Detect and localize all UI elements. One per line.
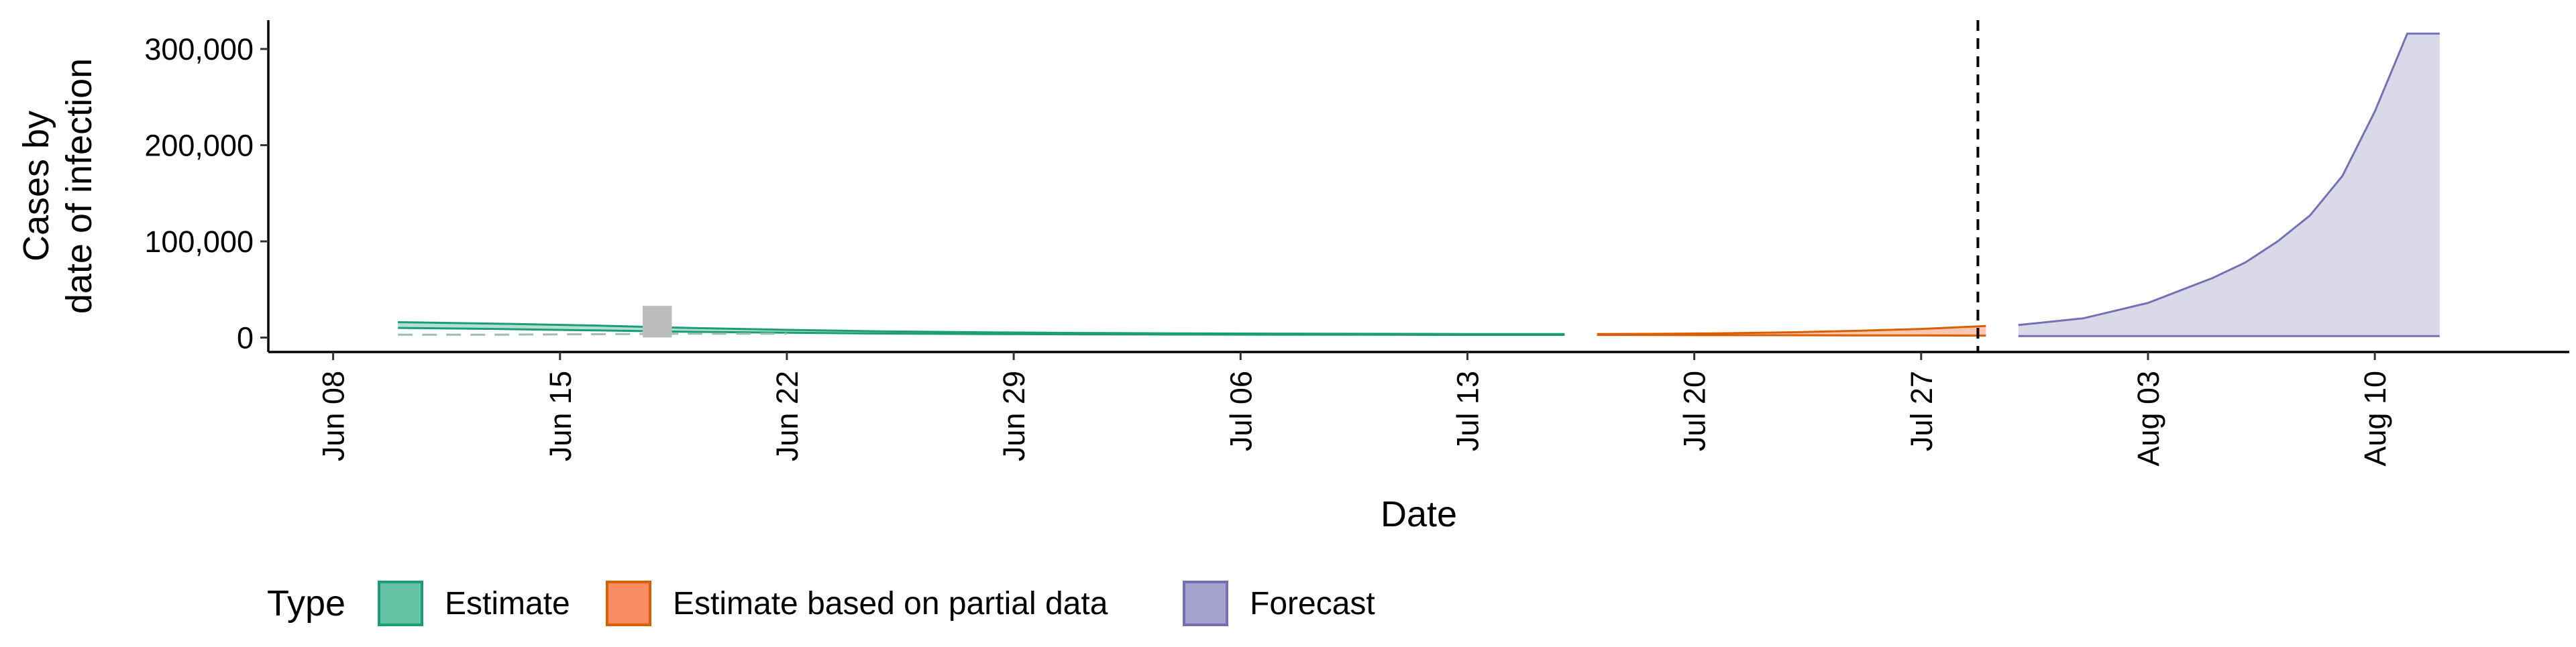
x-tick-label: Aug 10 xyxy=(2358,371,2392,467)
x-axis-title: Date xyxy=(1381,494,1457,534)
x-tick-label: Jun 22 xyxy=(770,371,804,461)
axes: 0 100,000 200,000 300,000 Jun 08 Jun 15 Jun 22… xyxy=(16,20,2569,534)
observed-bars xyxy=(643,306,672,338)
legend-label-2: Estimate based on partial data xyxy=(673,586,1108,622)
series-upper-line-3 xyxy=(2018,32,2440,327)
series-bands xyxy=(398,32,2440,337)
x-tick-label: Jul 27 xyxy=(1904,371,1939,451)
series-band-2 xyxy=(1597,326,1986,336)
y-tick-label: 300,000 xyxy=(144,32,254,66)
observed-bar-1 xyxy=(643,306,672,338)
legend: Type Estimate Estimate based on partial da… xyxy=(267,581,1375,626)
series-upper-line-2 xyxy=(1597,325,1986,335)
legend-key-1 xyxy=(378,581,423,626)
x-tick-label: Jun 29 xyxy=(997,371,1031,461)
x-tick-label: Jul 06 xyxy=(1224,371,1258,451)
x-tick-label: Jun 08 xyxy=(317,371,351,461)
legend-title: Type xyxy=(267,583,345,624)
y-axis-title-line-1: Cases by xyxy=(16,111,56,261)
y-axis-title-line-2: date of infection xyxy=(59,58,99,314)
series-lower-line-1 xyxy=(398,327,1565,336)
x-tick-label: Jun 15 xyxy=(543,371,578,461)
series-lower-line-2 xyxy=(1597,334,1986,337)
x-tick-label: Jul 13 xyxy=(1451,371,1485,451)
y-tick-label: 100,000 xyxy=(144,225,254,259)
estimate-dashed-line xyxy=(398,333,787,336)
legend-label-3: Forecast xyxy=(1250,586,1375,622)
legend-key-2 xyxy=(606,581,651,626)
x-tick-label: Jul 20 xyxy=(1678,371,1712,451)
legend-key-3 xyxy=(1183,581,1228,626)
y-tick-label: 200,000 xyxy=(144,129,254,163)
legend-label-1: Estimate xyxy=(445,586,570,622)
x-tick-label: Aug 03 xyxy=(2131,371,2165,467)
y-tick-label: 0 xyxy=(237,320,254,355)
series-band-3 xyxy=(2018,34,2440,337)
